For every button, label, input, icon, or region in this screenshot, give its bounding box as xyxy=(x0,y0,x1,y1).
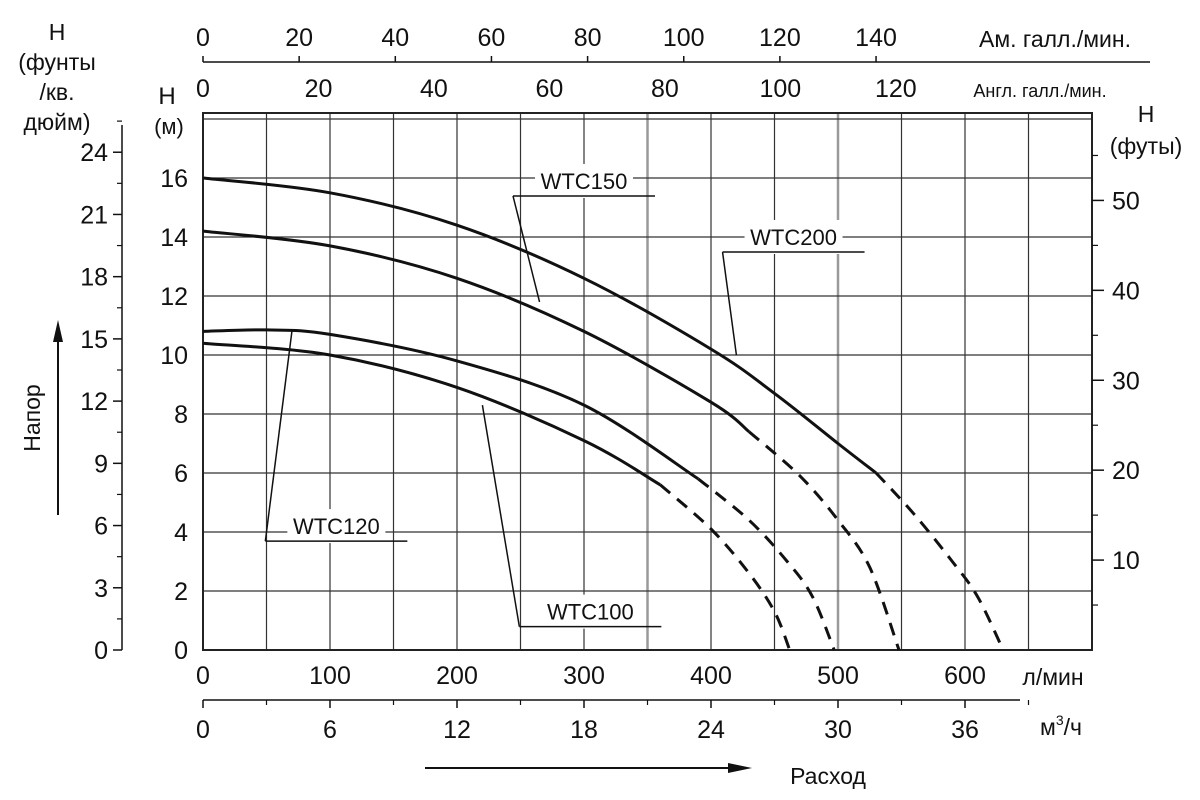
y-tick-label-psi: 12 xyxy=(80,388,108,416)
plot-grid xyxy=(203,113,1092,650)
side-label: Напор xyxy=(19,384,45,451)
y-tick-label-psi: 24 xyxy=(80,139,108,167)
x-tick-label-m3h: 30 xyxy=(824,716,852,744)
y-axis-psi-label-line: (фунты xyxy=(18,49,96,75)
x-axis-m3h-label-tail: /ч xyxy=(1064,714,1082,740)
x-tick-label-m3h: 24 xyxy=(697,716,725,744)
x-axis-us-gpm-label: Ам. галл./мин. xyxy=(979,26,1131,52)
y-axis-psi-label-line: /кв. xyxy=(39,79,74,105)
series-layer xyxy=(202,176,1005,651)
x-tick-label-main: 200 xyxy=(436,662,478,690)
y-axis-ft-label-line: (футы) xyxy=(1110,133,1183,159)
y-tick-label-m: 8 xyxy=(174,401,188,429)
x-tick-label-main: 100 xyxy=(309,662,351,690)
label-box-wtc120 xyxy=(287,509,386,544)
y-tick-label-m: 14 xyxy=(160,224,188,252)
curve-wtc150-dashed xyxy=(748,430,901,651)
x-axis-uk-gpm-label: Англ. галл./мин. xyxy=(973,81,1106,101)
x-tick-label-main: 300 xyxy=(563,662,605,690)
label-box-wtc100 xyxy=(541,594,640,629)
label-box-wtc150 xyxy=(535,163,633,198)
y-tick-label-m: 10 xyxy=(160,342,188,370)
x-axis-m3h-label-base: м xyxy=(1040,714,1056,740)
curve-label-wtc120: WTC120 xyxy=(293,514,380,539)
x-tick-label-uk-gpm: 120 xyxy=(875,75,917,103)
curve-label-wtc150: WTC150 xyxy=(541,169,628,194)
x-axis-m3h-label: м3/ч xyxy=(1040,712,1082,740)
x-tick-label-us-gpm: 120 xyxy=(759,24,801,52)
x-tick-label-us-gpm: 80 xyxy=(574,24,602,52)
y-tick-label-psi: 3 xyxy=(94,575,108,603)
x-axis-main-label: л/мин xyxy=(1022,664,1083,690)
x-tick-label-us-gpm: 60 xyxy=(478,24,506,52)
y-axis-ft-label-line: H xyxy=(1138,101,1155,127)
curve-wtc150-solid xyxy=(202,229,751,433)
leader-line-wtc100 xyxy=(481,405,521,627)
y-tick-label-psi: 15 xyxy=(80,326,108,354)
x-tick-label-m3h: 36 xyxy=(951,716,979,744)
annotation-layer: WTC150 WTC200 WTC120 WTC100 xyxy=(264,163,865,629)
x-tick-label-us-gpm: 20 xyxy=(285,24,313,52)
y-tick-label-psi: 21 xyxy=(80,201,108,229)
y-tick-label-psi: 0 xyxy=(94,637,108,665)
leader-line-wtc120 xyxy=(264,331,293,542)
y-tick-label-ft: 50 xyxy=(1112,187,1140,215)
y-tick-label-ft: 10 xyxy=(1112,547,1140,575)
x-axis-m3h-label-sup: 3 xyxy=(1056,712,1064,728)
curve-label-wtc200: WTC200 xyxy=(750,225,837,250)
y-tick-label-ft: 20 xyxy=(1112,457,1140,485)
side-arrow-head xyxy=(53,320,63,342)
curve-wtc100-dashed xyxy=(659,483,792,651)
x-tick-label-main: 500 xyxy=(817,662,859,690)
y-tick-label-m: 2 xyxy=(174,578,188,606)
curve-wtc100-solid xyxy=(202,341,661,487)
x-tick-label-m3h: 6 xyxy=(323,716,337,744)
y-tick-label-psi: 18 xyxy=(80,264,108,292)
curve-wtc200-dashed xyxy=(875,471,1005,651)
flow-label: Расход xyxy=(790,763,866,789)
curve-wtc120-solid xyxy=(202,328,700,481)
leader-line-wtc200 xyxy=(721,251,738,356)
curve-label-wtc100: WTC100 xyxy=(547,600,634,625)
axes-layer: 024681012141603691215182124H(фунты/кв.дю… xyxy=(18,19,1182,744)
y-tick-label-m: 4 xyxy=(174,519,188,547)
y-tick-label-m: 0 xyxy=(174,637,188,665)
x-tick-label-m3h: 18 xyxy=(570,716,598,744)
x-tick-label-uk-gpm: 80 xyxy=(651,75,679,103)
y-tick-label-ft: 30 xyxy=(1112,367,1140,395)
x-tick-label-m3h: 0 xyxy=(196,716,210,744)
x-tick-label-main: 0 xyxy=(196,662,210,690)
flow-arrow-head xyxy=(728,763,752,773)
x-tick-label-uk-gpm: 60 xyxy=(536,75,564,103)
plot-frame xyxy=(202,112,1093,651)
x-tick-label-us-gpm: 100 xyxy=(663,24,705,52)
x-tick-label-m3h: 12 xyxy=(443,716,471,744)
x-tick-label-us-gpm: 140 xyxy=(855,24,897,52)
x-tick-label-uk-gpm: 40 xyxy=(420,75,448,103)
y-axis-m-label-line1: H xyxy=(158,83,175,110)
label-box-wtc200 xyxy=(744,220,843,254)
x-tick-label-main: 400 xyxy=(690,662,732,690)
y-axis-m-label-line2: (м) xyxy=(154,114,184,139)
x-tick-label-uk-gpm: 100 xyxy=(759,75,801,103)
y-tick-label-ft: 40 xyxy=(1112,277,1140,305)
y-tick-label-m: 16 xyxy=(160,165,188,193)
x-tick-label-main: 600 xyxy=(944,662,986,690)
y-tick-label-m: 12 xyxy=(160,283,188,311)
y-tick-label-m: 6 xyxy=(174,460,188,488)
x-tick-label-uk-gpm: 20 xyxy=(305,75,333,103)
curve-wtc200-solid xyxy=(202,176,878,475)
curve-wtc120-dashed xyxy=(697,477,836,651)
leader-line-wtc150 xyxy=(512,195,541,303)
x-tick-label-us-gpm: 40 xyxy=(381,24,409,52)
x-tick-label-uk-gpm: 0 xyxy=(196,75,210,103)
x-tick-label-us-gpm: 0 xyxy=(196,24,210,52)
y-tick-label-psi: 6 xyxy=(94,513,108,541)
y-tick-label-psi: 9 xyxy=(94,450,108,478)
y-axis-psi-label-line: H xyxy=(49,19,66,45)
y-axis-psi-label-line: дюйм) xyxy=(24,109,91,135)
